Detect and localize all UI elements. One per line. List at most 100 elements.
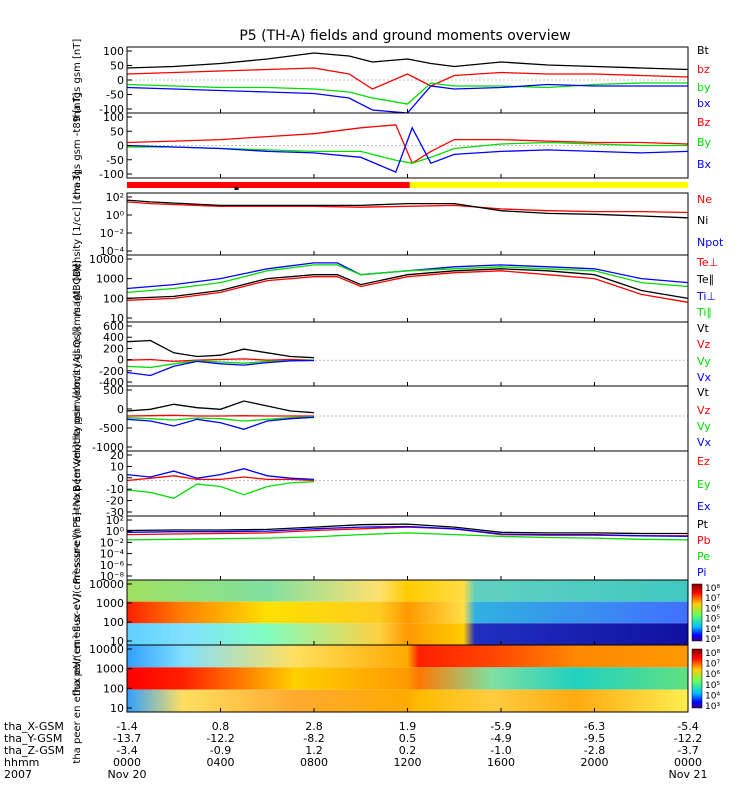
row-label: tha_Z-GSM <box>4 744 64 757</box>
y-axis-label: Density [1/cc] [cm-3] <box>72 171 83 277</box>
fgs-panel: Bt bz by bx 100 500 -50-100 tha fgs gsm [nT] <box>72 39 711 122</box>
y-tick-label: 100 <box>103 45 124 58</box>
row-value: -12.2 <box>206 732 234 745</box>
colorbar-tick-label: 10⁵ <box>705 615 720 625</box>
row-label: tha_X-GSM <box>4 720 64 733</box>
mode-bar-slow <box>409 182 688 188</box>
legend-label: Ex <box>697 500 711 513</box>
y-tick-label: 10⁻⁴ <box>100 548 125 561</box>
temperature-panel: Te⊥ Te∥ Ti⊥ Ti∥ 10000 1000 100 10 magt3 [eV] <box>72 253 718 325</box>
row-label: hhmm <box>4 756 39 769</box>
y-axis-label: tha fgs gsm -t89 [nT] <box>72 92 83 198</box>
row-value: 1200 <box>394 756 422 769</box>
y-tick-label: 10⁰ <box>106 525 125 538</box>
y-tick-label: 400 <box>103 331 124 344</box>
series-line-ey <box>126 481 315 499</box>
y-axis-label: tha fgs gsm [nT] <box>72 39 83 122</box>
legend-label: Npot <box>697 236 724 249</box>
y-tick-label: 0 <box>117 354 124 367</box>
series-line-vz <box>126 358 315 363</box>
legend-label: Bx <box>697 158 712 171</box>
row-value: 1.2 <box>305 744 323 757</box>
row-value: Nov 21 <box>669 768 708 781</box>
y-tick-label: 200 <box>103 342 124 355</box>
row-value: 0000 <box>113 756 141 769</box>
row-value: -13.7 <box>113 732 141 745</box>
y-tick-label: 10² <box>106 514 124 527</box>
y-axis-label: Pressure [nPa] <box>72 512 83 584</box>
y-tick-label: 50 <box>110 125 124 138</box>
y-tick-label: 1000 <box>96 663 124 676</box>
legend-label: by <box>697 81 711 94</box>
y-tick-label: 100 <box>103 682 124 695</box>
legend-label: Ey <box>697 478 711 491</box>
colorbar <box>691 583 703 642</box>
series-line-te <box>126 270 689 303</box>
colorbar-tick-label: 10⁶ <box>705 604 720 614</box>
legend-label: Pb <box>697 534 711 547</box>
y-tick-label: 100 <box>103 292 124 305</box>
row-value: 0.8 <box>212 720 230 733</box>
y-tick-label: -50 <box>106 154 124 167</box>
colorbar-tick-label: 10⁴ <box>705 691 720 701</box>
y-tick-label: -50 <box>106 89 124 102</box>
legend-label: Vz <box>697 404 711 417</box>
y-tick-label: 10 <box>110 460 124 473</box>
legend-label: Ez <box>697 455 710 468</box>
row-value: -9.5 <box>584 732 605 745</box>
row-value: 0400 <box>207 756 235 769</box>
y-tick-label: -100 <box>99 103 124 116</box>
panel-frame <box>126 450 689 517</box>
y-axis-label: E=-VxB [mV/m] <box>72 444 83 522</box>
y-tick-label: 10000 <box>89 578 124 591</box>
series-line-ez <box>126 475 315 482</box>
y-tick-label: 10⁰ <box>106 209 125 222</box>
legend-label: Bz <box>697 116 711 129</box>
legend-label: Vt <box>697 322 710 335</box>
legend-label: Ni <box>697 214 708 227</box>
y-tick-label: -200 <box>99 365 124 378</box>
footer-rows: tha_X-GSM -1.4 0.8 2.8 1.9 -5.9 -6.3 -5.4 tha_Y-… <box>4 720 707 781</box>
row-label: tha_Y-GSM <box>4 732 62 745</box>
row-value: -8.2 <box>303 732 324 745</box>
series-line-vz <box>126 414 314 417</box>
row-value: 0.2 <box>399 744 417 757</box>
legend-label: Vt <box>697 386 710 399</box>
spectrogram-band-low <box>127 689 688 712</box>
row-value: 2.8 <box>305 720 323 733</box>
legend-label: Ne <box>697 193 712 206</box>
y-tick-label: 0 <box>117 403 124 416</box>
colorbar-tick-label: 10⁸ <box>705 584 720 594</box>
series-line-pt <box>126 523 688 535</box>
y-tick-label: 600 <box>103 320 124 333</box>
colorbar-tick-label: 10³ <box>705 702 720 712</box>
spectrogram-band-high <box>127 645 688 668</box>
row-value: 1600 <box>487 756 515 769</box>
legend-label: Vz <box>697 338 711 351</box>
y-tick-label: 0 <box>117 140 124 153</box>
row-value: 1.9 <box>399 720 417 733</box>
series-line-te <box>126 268 689 300</box>
y-tick-label: -30 <box>106 506 124 519</box>
row-value: -1.0 <box>490 744 511 757</box>
row-value: -0.9 <box>210 744 231 757</box>
series-line-pe <box>126 532 689 541</box>
colorbar <box>691 648 703 709</box>
y-tick-label: -20 <box>106 495 124 508</box>
panel-frame <box>126 515 689 581</box>
mode-bar-tick <box>234 187 239 190</box>
series-line-vy <box>126 416 315 422</box>
row-label: 2007 <box>4 768 32 781</box>
series-line-bz <box>126 67 689 90</box>
legend-label: Te∥ <box>696 273 714 286</box>
series-line-ni <box>126 199 689 219</box>
mode-bar-fast <box>127 182 410 188</box>
y-tick-label: 10 <box>110 702 124 715</box>
